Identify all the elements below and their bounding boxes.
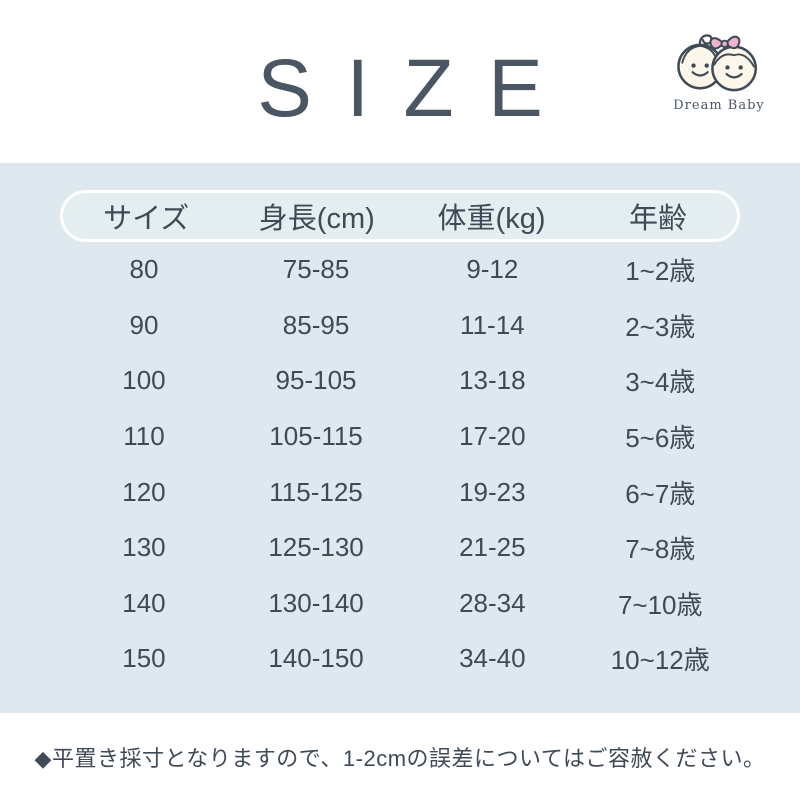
table-row: 140 130-140 28-34 7~10歳: [60, 576, 740, 632]
cell-weight: 9-12: [466, 254, 519, 285]
cell-size: 140: [122, 587, 166, 618]
cell-age: 7~8歳: [625, 534, 696, 565]
table-row: 130 125-130 21-25 7~8歳: [60, 520, 740, 576]
cell-height: 140-150: [268, 643, 364, 674]
cell-size: 150: [122, 643, 166, 674]
cell-height: 125-130: [268, 532, 364, 563]
cell-height: 75-85: [282, 254, 350, 285]
header-band: SIZE: [0, 0, 800, 163]
size-table: サイズ 身長(cm) 体重(kg) 年齢 80 75-85 9-12 1~2歳 …: [0, 163, 800, 713]
cell-height: 130-140: [268, 587, 364, 618]
measurement-note: ◆平置き採寸となりますので、1-2cmの誤差についてはご容赦ください。: [34, 745, 766, 771]
cell-height: 85-95: [282, 309, 350, 340]
cell-age: 3~4歳: [625, 367, 696, 398]
cell-weight: 34-40: [459, 643, 526, 674]
cell-size: 80: [129, 254, 159, 285]
brand-logo: Dream Baby: [666, 26, 772, 113]
cell-age: 2~3歳: [625, 311, 696, 342]
table-row: 100 95-105 13-18 3~4歳: [60, 353, 740, 409]
cell-weight: 13-18: [459, 365, 526, 396]
cell-size: 130: [122, 532, 166, 563]
page-title: SIZE: [257, 42, 578, 134]
column-header-height: 身長(cm): [258, 203, 375, 235]
cell-age: 5~6歳: [625, 423, 696, 454]
cell-age: 7~10歳: [617, 589, 703, 620]
table-row: 110 105-115 17-20 5~6歳: [60, 409, 740, 465]
cell-size: 90: [129, 309, 159, 340]
table-body: 80 75-85 9-12 1~2歳 90 85-95 11-14 2~3歳 1…: [60, 242, 740, 687]
cell-size: 110: [123, 421, 165, 452]
column-header-age: 年齢: [628, 203, 687, 235]
cell-age: 6~7歳: [625, 478, 696, 509]
cell-weight: 11-14: [460, 309, 525, 340]
cell-weight: 28-34: [459, 587, 526, 618]
cell-weight: 17-20: [459, 421, 526, 452]
column-header-weight: 体重(kg): [437, 203, 546, 235]
cell-age: 1~2歳: [625, 256, 696, 287]
table-header-row: サイズ 身長(cm) 体重(kg) 年齢: [60, 190, 740, 242]
column-header-size: サイズ: [103, 203, 190, 235]
cell-size: 100: [122, 365, 166, 396]
cell-weight: 19-23: [459, 476, 526, 507]
cell-height: 95-105: [275, 365, 357, 396]
footer-band: ◆平置き採寸となりますので、1-2cmの誤差についてはご容赦ください。: [0, 713, 800, 800]
table-row: 80 75-85 9-12 1~2歳: [60, 242, 740, 298]
cell-weight: 21-25: [459, 532, 526, 563]
cell-height: 115-125: [269, 476, 363, 507]
cell-size: 120: [122, 476, 166, 507]
cell-age: 10~12歳: [610, 645, 710, 676]
table-row: 90 85-95 11-14 2~3歳: [60, 298, 740, 354]
cell-height: 105-115: [269, 421, 363, 452]
table-row: 120 115-125 19-23 6~7歳: [60, 464, 740, 520]
brand-name: Dream Baby: [673, 98, 765, 113]
baby-faces-icon: [677, 34, 757, 92]
table-row: 150 140-150 34-40 10~12歳: [60, 631, 740, 687]
